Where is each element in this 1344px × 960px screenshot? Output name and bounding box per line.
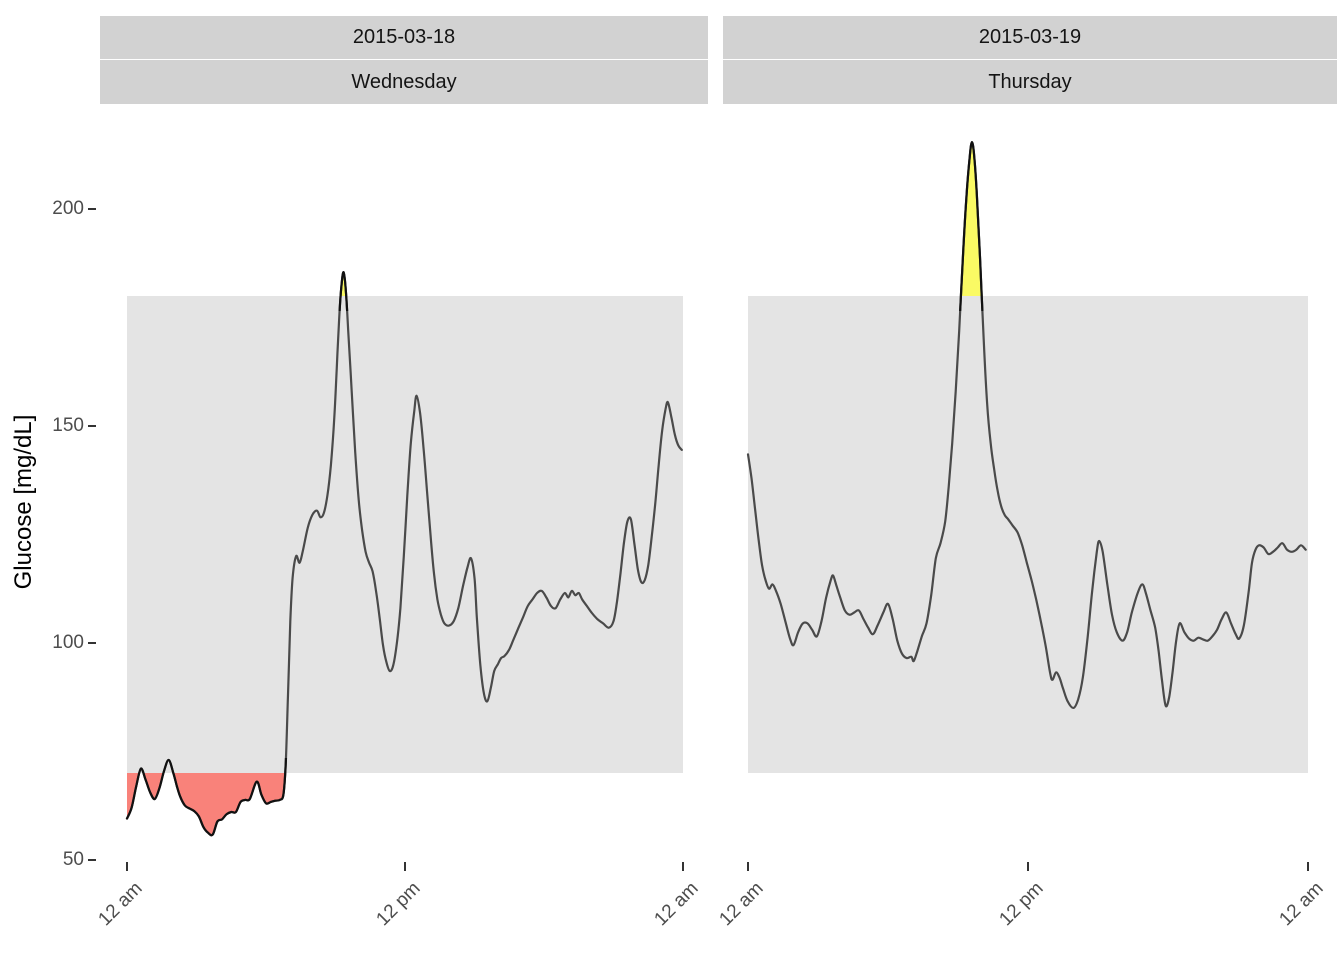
target-range-band: [748, 296, 1308, 773]
y-tick-label-150: 150: [52, 415, 84, 437]
glucose-panel-wednesday: [125, 271, 683, 837]
y-tick-mark-150: [88, 425, 96, 428]
facet-strip-weekday-thursday: Thursday: [723, 60, 1337, 104]
x-tick-mark-facet0-h12: [404, 862, 406, 871]
x-tick-label-facet0-h24: 12 am: [650, 878, 703, 931]
y-tick-label-200: 200: [52, 198, 84, 220]
x-tick-label-facet1-h24: 12 am: [1275, 878, 1328, 931]
hypoglycemia-area-fill: [127, 772, 682, 836]
x-tick-mark-facet0-h0: [126, 862, 128, 871]
y-axis-title: Glucose [mg/dL]: [10, 414, 37, 590]
x-tick-mark-facet1-h24: [1307, 862, 1309, 871]
facet-strip-date-thursday: 2015-03-19: [723, 16, 1337, 59]
x-tick-label-facet1-h12: 12 pm: [995, 878, 1048, 931]
y-tick-label-50: 50: [62, 848, 84, 870]
y-tick-mark-200: [88, 208, 96, 211]
y-tick-mark-100: [88, 641, 96, 644]
x-tick-label-facet0-h12: 12 pm: [372, 878, 425, 931]
facet-strip-weekday-wednesday: Wednesday: [100, 60, 708, 104]
x-tick-label-facet0-h0: 12 am: [94, 878, 147, 931]
x-tick-mark-facet1-h12: [1027, 862, 1029, 871]
x-tick-mark-facet0-h24: [682, 862, 684, 871]
x-tick-label-facet1-h0: 12 am: [715, 878, 768, 931]
glucose-line: [746, 141, 1307, 710]
x-tick-mark-facet1-h0: [747, 862, 749, 871]
glucose-panel-thursday: [746, 141, 1308, 773]
y-tick-label-100: 100: [52, 631, 84, 653]
hypoglycemia-area-outline: [125, 757, 288, 837]
y-tick-mark-50: [88, 858, 96, 861]
facet-strip-date-wednesday: 2015-03-18: [100, 16, 708, 59]
